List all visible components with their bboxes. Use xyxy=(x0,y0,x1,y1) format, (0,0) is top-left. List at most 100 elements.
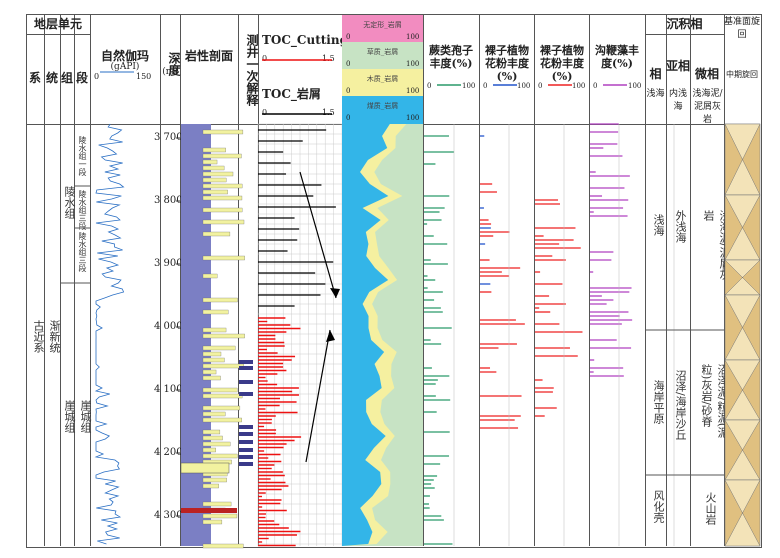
lithology-sandstone xyxy=(202,333,245,339)
subfacies-1: 外浅海 xyxy=(674,210,687,243)
kerogen-coaly xyxy=(342,124,390,546)
toc-cutting-max: 1.5 xyxy=(322,54,335,63)
lithology-sandstone xyxy=(202,231,231,237)
divider xyxy=(44,14,45,546)
legend-label: 煤质_岩屑 xyxy=(366,102,399,110)
depth-label: 4 100 xyxy=(154,384,183,395)
strat-unit-header: 地层单元 xyxy=(33,17,82,31)
interp-mark xyxy=(239,448,253,452)
legend-min: 0 xyxy=(346,33,351,41)
interp-mark xyxy=(239,462,253,466)
depth-label: 3 800 xyxy=(154,195,183,206)
angio-max: 100 xyxy=(572,82,586,90)
lithology-volcanic xyxy=(181,508,237,513)
interp-mark xyxy=(239,440,253,444)
subfacies-col-header: 亚相 xyxy=(666,59,691,73)
lithology-sandstone xyxy=(202,441,231,447)
member-1-label: 陵水组一段 xyxy=(78,136,87,176)
toc-cutting-min: 0 xyxy=(262,54,268,63)
trend-arrow xyxy=(299,171,337,299)
divider xyxy=(26,34,90,35)
gamma-title: 自然伽玛 xyxy=(100,49,149,63)
lithology-sandstone xyxy=(202,417,242,423)
lithology-sandstone xyxy=(202,375,221,381)
lithology-sandstone xyxy=(180,462,230,474)
lithology-sandstone xyxy=(202,501,232,507)
legend-min: 0 xyxy=(346,114,351,122)
series-header: 统 xyxy=(45,71,58,85)
lithology-sandstone xyxy=(202,171,234,177)
lithology-sandstone xyxy=(202,483,219,489)
lithology-sandstone xyxy=(202,405,241,411)
legend-amorphous: 无定形_岩屑 xyxy=(342,15,423,42)
lithology-sandstone xyxy=(202,345,236,351)
chart-frame xyxy=(26,14,762,548)
lithology-sandstone xyxy=(202,351,222,357)
col-inner-shallow: 内浅海 xyxy=(668,89,687,112)
lithology-sandstone xyxy=(202,129,244,135)
interp-mark xyxy=(239,366,253,370)
cycle-triangle xyxy=(724,419,761,451)
cycle-triangle xyxy=(724,123,761,161)
divider xyxy=(160,14,161,546)
member-lower-label: 崖城组 xyxy=(79,400,92,433)
interp-mark xyxy=(239,360,253,364)
divider xyxy=(258,14,259,546)
lithology-sandstone xyxy=(202,183,243,189)
interp-mark xyxy=(239,455,253,459)
legend-min: 0 xyxy=(346,60,351,68)
group-upper-label: 陵水组 xyxy=(63,186,76,219)
member-2-label: 陵水组三段 xyxy=(78,190,87,230)
divider xyxy=(724,14,725,546)
lithology-sandstone xyxy=(202,153,242,159)
lithology-sandstone xyxy=(202,447,216,453)
lithology-sandstone xyxy=(202,477,227,483)
divider xyxy=(74,14,75,546)
legend-coaly: 煤质_岩屑 xyxy=(342,96,423,124)
lithology-sandstone xyxy=(202,219,245,225)
lithology-sandstone xyxy=(202,429,221,435)
lithology-sandstone xyxy=(202,513,238,519)
cycle-triangle xyxy=(724,194,761,229)
lithology-sandstone xyxy=(202,165,225,171)
arrow-head xyxy=(330,288,340,298)
group-lower-label: 崖城组 xyxy=(63,400,76,433)
cycle-triangle xyxy=(724,359,761,391)
fern-title: 蕨类孢子丰度(%) xyxy=(429,44,473,70)
legend-herbaceous: 草质_岩屑 xyxy=(342,42,423,69)
divider xyxy=(690,14,691,546)
depth-label: 4 300 xyxy=(154,510,183,521)
depth-label: 4 000 xyxy=(154,321,183,332)
lithology-sandstone xyxy=(202,393,243,399)
divider xyxy=(60,14,61,546)
lithology-sandstone xyxy=(202,369,217,375)
divider xyxy=(534,14,535,546)
subfacies-2: 沼泽/海岸沙丘 xyxy=(674,370,687,440)
cycle-triangle xyxy=(724,512,761,547)
lithology-sandstone xyxy=(202,159,218,165)
gymno-title: 裸子植物花粉丰度(%) xyxy=(485,44,529,83)
lithology-sandstone xyxy=(202,453,238,459)
facies-col-header: 相 xyxy=(649,67,662,81)
dino-max: 100 xyxy=(628,82,642,90)
lithology-sandstone xyxy=(202,207,243,213)
lithology-sandstone xyxy=(202,195,243,201)
facies-1: 浅海 xyxy=(652,214,665,236)
interp-mark xyxy=(239,392,253,396)
divider xyxy=(423,14,424,546)
legend-label: 草质_岩屑 xyxy=(366,48,399,56)
lithology-sandstone xyxy=(202,297,238,303)
angio-min: 0 xyxy=(538,82,543,90)
dino-title: 沟鞭藻丰度(%) xyxy=(595,44,639,70)
legend-label: 无定形_岩屑 xyxy=(363,21,402,29)
gamma-unit: (gAPI) xyxy=(110,62,140,72)
divider xyxy=(90,14,91,546)
group-header: 组 xyxy=(60,71,73,85)
series-label: 渐新统 xyxy=(48,320,61,353)
facies-header: 沉积相 xyxy=(666,17,703,31)
col-shallow: 浅海 xyxy=(646,89,665,99)
divider xyxy=(645,34,724,35)
depth-label: 4 200 xyxy=(154,447,183,458)
fern-max: 100 xyxy=(462,82,476,90)
